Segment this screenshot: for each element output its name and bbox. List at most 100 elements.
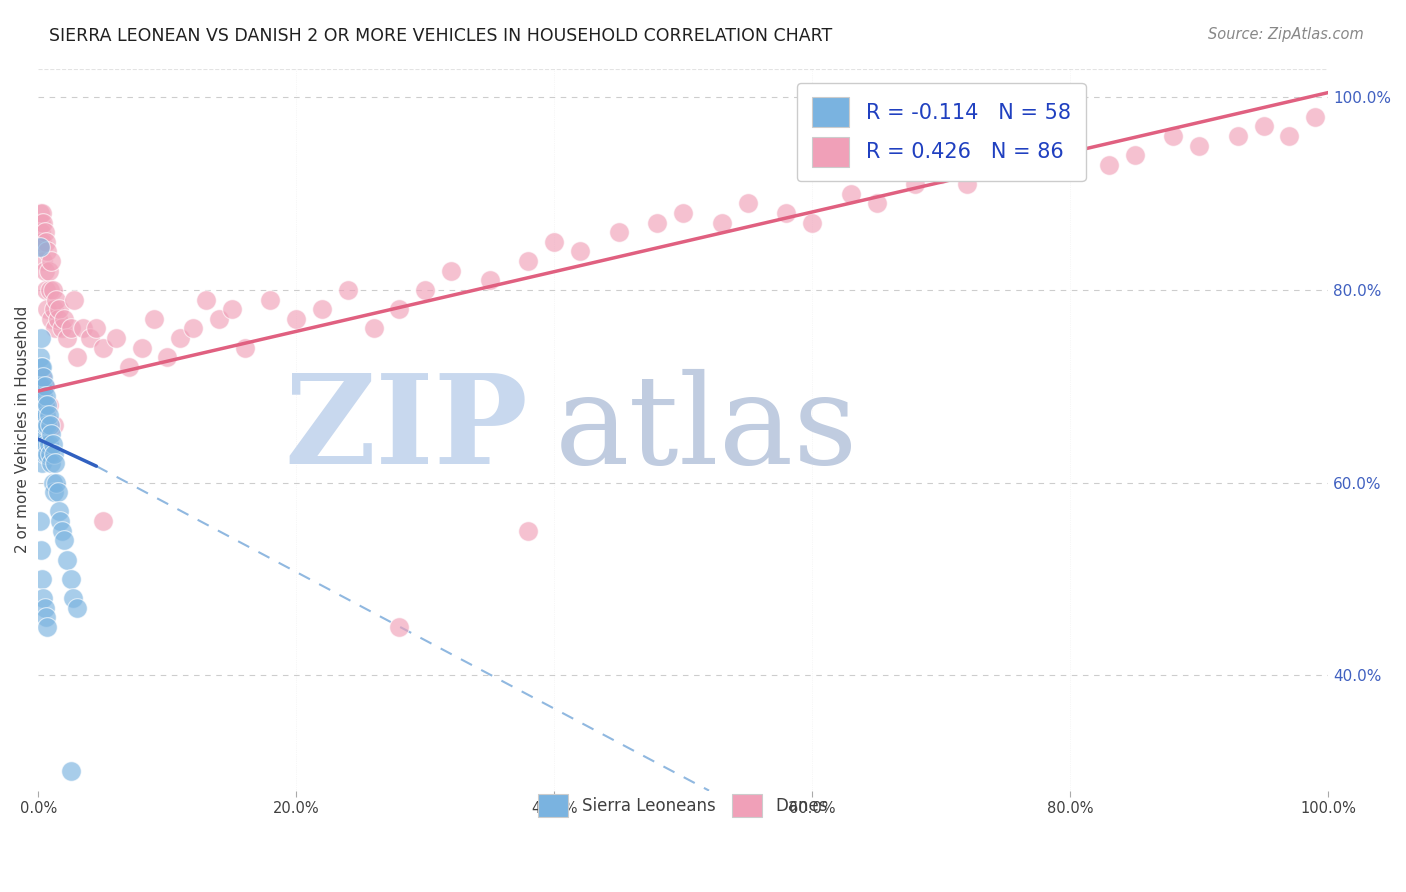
- Point: [543, 235, 565, 249]
- Point: [55, 552, 77, 566]
- Point: [39, 417, 62, 432]
- Point: [117, 359, 139, 374]
- Point: [51, 524, 73, 538]
- Point: [607, 225, 630, 239]
- Y-axis label: 2 or more Vehicles in Household: 2 or more Vehicles in Household: [15, 306, 30, 553]
- Point: [91, 514, 114, 528]
- Point: [28, 379, 51, 393]
- Point: [62, 591, 84, 605]
- Point: [42, 417, 65, 432]
- Point: [30, 408, 52, 422]
- Point: [31, 399, 53, 413]
- Point: [1278, 128, 1301, 143]
- Point: [956, 177, 979, 191]
- Point: [994, 158, 1017, 172]
- Point: [647, 216, 669, 230]
- Point: [31, 456, 53, 470]
- Point: [259, 293, 281, 307]
- Point: [42, 302, 65, 317]
- Point: [775, 206, 797, 220]
- Point: [44, 321, 66, 335]
- Text: SIERRA LEONEAN VS DANISH 2 OR MORE VEHICLES IN HOUSEHOLD CORRELATION CHART: SIERRA LEONEAN VS DANISH 2 OR MORE VEHIC…: [49, 27, 832, 45]
- Point: [143, 311, 166, 326]
- Point: [42, 485, 65, 500]
- Point: [79, 331, 101, 345]
- Point: [39, 283, 62, 297]
- Point: [28, 399, 51, 413]
- Point: [131, 341, 153, 355]
- Point: [45, 475, 67, 490]
- Point: [32, 427, 55, 442]
- Point: [44, 456, 66, 470]
- Point: [710, 216, 733, 230]
- Point: [39, 447, 62, 461]
- Point: [34, 263, 56, 277]
- Point: [55, 331, 77, 345]
- Point: [30, 427, 52, 442]
- Point: [1188, 138, 1211, 153]
- Point: [42, 447, 65, 461]
- Point: [32, 254, 55, 268]
- Point: [388, 620, 411, 634]
- Point: [28, 351, 51, 365]
- Point: [63, 293, 86, 307]
- Point: [32, 369, 55, 384]
- Point: [48, 504, 70, 518]
- Text: atlas: atlas: [554, 369, 858, 490]
- Point: [51, 321, 73, 335]
- Point: [904, 177, 927, 191]
- Point: [208, 311, 231, 326]
- Point: [929, 168, 952, 182]
- Point: [104, 331, 127, 345]
- Point: [32, 591, 55, 605]
- Point: [39, 456, 62, 470]
- Point: [1123, 148, 1146, 162]
- Point: [45, 293, 67, 307]
- Point: [34, 447, 56, 461]
- Point: [517, 524, 540, 538]
- Point: [440, 263, 463, 277]
- Point: [37, 447, 59, 461]
- Point: [1059, 148, 1081, 162]
- Point: [35, 408, 58, 422]
- Point: [28, 206, 51, 220]
- Point: [66, 600, 89, 615]
- Point: [737, 196, 759, 211]
- Point: [49, 514, 72, 528]
- Point: [32, 408, 55, 422]
- Point: [1303, 110, 1326, 124]
- Point: [156, 351, 179, 365]
- Point: [672, 206, 695, 220]
- Point: [35, 283, 58, 297]
- Point: [31, 369, 53, 384]
- Point: [31, 359, 53, 374]
- Point: [1163, 128, 1185, 143]
- Point: [221, 302, 243, 317]
- Point: [38, 399, 60, 413]
- Point: [39, 427, 62, 442]
- Point: [1253, 120, 1275, 134]
- Point: [363, 321, 385, 335]
- Point: [31, 437, 53, 451]
- Point: [839, 186, 862, 201]
- Legend: Sierra Leoneans, Danes: Sierra Leoneans, Danes: [530, 785, 837, 826]
- Point: [39, 254, 62, 268]
- Point: [59, 572, 82, 586]
- Point: [31, 572, 53, 586]
- Point: [569, 244, 592, 259]
- Point: [35, 437, 58, 451]
- Point: [30, 225, 52, 239]
- Point: [38, 408, 60, 422]
- Point: [1226, 128, 1249, 143]
- Point: [34, 600, 56, 615]
- Point: [478, 273, 501, 287]
- Point: [38, 437, 60, 451]
- Text: Source: ZipAtlas.com: Source: ZipAtlas.com: [1208, 27, 1364, 42]
- Text: ZIP: ZIP: [284, 369, 529, 490]
- Point: [34, 417, 56, 432]
- Point: [37, 302, 59, 317]
- Point: [169, 331, 191, 345]
- Point: [30, 331, 52, 345]
- Point: [35, 610, 58, 624]
- Point: [37, 399, 59, 413]
